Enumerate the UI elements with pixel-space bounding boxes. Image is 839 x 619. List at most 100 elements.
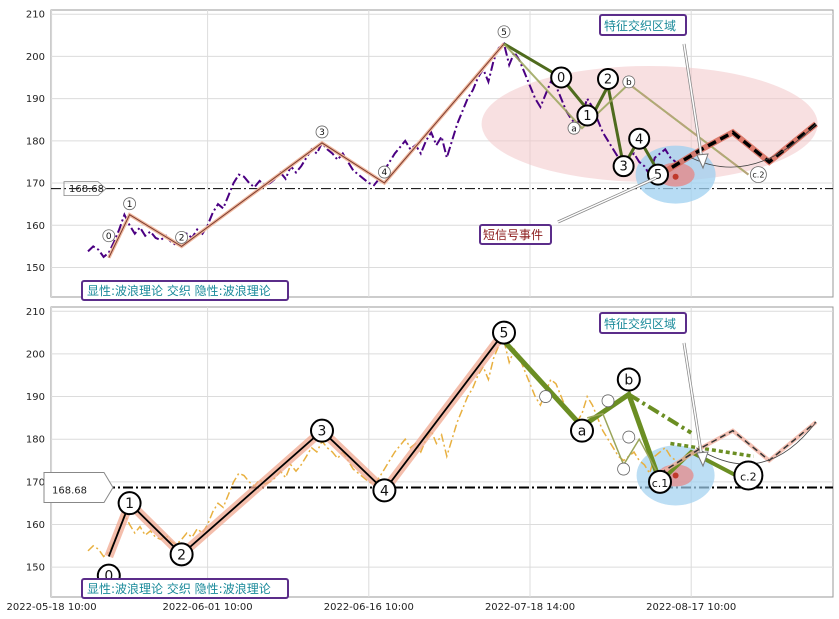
top-y-tick-label: 170	[26, 179, 45, 190]
top-wave-marker-circle	[597, 67, 619, 90]
bottom-plot-area	[50, 306, 834, 598]
top-wave-marker-label: 2	[179, 234, 185, 244]
bottom-sub-marker-circle	[617, 462, 630, 476]
top-fit-curve	[691, 123, 817, 168]
bottom-legend-text: 显性:波浪理论 交织 隐性:波浪理论	[87, 581, 271, 596]
bottom-y-tick-label: 200	[26, 349, 45, 360]
top-panel: 150160170180190200210012345012345abc.216…	[26, 9, 834, 298]
top-wave-marker-label: 4	[382, 168, 388, 178]
bottom-wave-marker-circle	[372, 478, 397, 503]
bottom-wave-marker-label: 3	[318, 424, 327, 440]
short-signal-text: 短信号事件	[483, 228, 543, 242]
top-legend-text: 显性:波浪理论 交织 隐性:波浪理论	[87, 283, 271, 298]
top-wave-marker-circle	[175, 230, 189, 244]
bottom-wave-marker-circle	[117, 491, 142, 516]
top-wave-marker-circle	[377, 165, 391, 179]
top-wave-marker-label: 3	[319, 128, 325, 138]
top-wave-marker-label: 0	[557, 71, 565, 86]
bottom-feature-arrow-head	[696, 451, 709, 468]
top-y-tick-label: 180	[26, 136, 45, 147]
bottom-wave-marker-label: 4	[380, 483, 389, 499]
x-tick-label: 2022-06-16 10:00	[324, 602, 414, 613]
top-projection-line	[659, 122, 818, 177]
top-wave-marker-circle	[567, 121, 581, 135]
bottom-wave-marker-circle	[492, 320, 516, 345]
top-wave-marker-label: 5	[501, 28, 507, 38]
bottom-sub-marker-circle	[622, 430, 636, 444]
bottom-feature-zone-text: 特征交织区域	[604, 316, 676, 331]
top-wave-dashdot	[628, 83, 750, 176]
top-wave-marker-circle	[550, 66, 573, 89]
bottom-y-tick-label: 210	[26, 307, 45, 318]
bottom-wave-marker-circle	[733, 460, 764, 491]
bottom-wave-marker-circle	[616, 367, 641, 392]
top-wave-marker-label: a	[571, 124, 577, 134]
x-tick-label: 2022-06-01 10:00	[163, 602, 253, 613]
bottom-wave-marker-label: 1	[125, 496, 134, 512]
top-wave-marker-circle	[628, 127, 651, 150]
top-wave-marker-circle	[102, 229, 116, 243]
bottom-y-tick-label: 170	[26, 477, 45, 488]
top-wave-marker-label: 2	[604, 73, 612, 88]
focus-center-dot	[672, 173, 679, 180]
bottom-fit-curve	[696, 421, 817, 465]
x-tick-label: 2022-08-17 10:00	[646, 602, 736, 613]
bottom-focus-center-dot	[672, 472, 679, 479]
top-wave-marker-circle	[497, 25, 511, 39]
bottom-wave-dotted	[670, 441, 754, 459]
top-wave-primary	[108, 43, 505, 258]
top-y-tick-label: 160	[26, 221, 45, 232]
bottom-y-tick-label: 150	[26, 563, 45, 574]
top-wave-marker-circle	[576, 104, 599, 127]
bottom-feature-arrow-inner	[683, 342, 703, 459]
top-feature-zone-text: 特征交织区域	[604, 18, 676, 33]
bottom-wave-marker-circle	[648, 469, 672, 494]
top-wave-marker-circle	[612, 155, 635, 178]
bottom-wave-marker-label: c.1	[652, 477, 669, 490]
bottom-wave-marker-label: c.2	[740, 470, 757, 483]
feature-zone-ellipse	[481, 65, 818, 182]
bottom-sub-marker-circle	[601, 394, 615, 408]
bottom-y-tick-label: 160	[26, 520, 45, 531]
bottom-reference-arrow	[43, 471, 114, 503]
top-wave-marker-label: c.2	[752, 170, 764, 179]
top-feature-arrow-head	[696, 153, 709, 170]
top-y-tick-label: 150	[26, 263, 45, 274]
top-feature-zone-box: 特征交织区域	[599, 14, 687, 36]
top-wave-marker-label: 4	[635, 132, 643, 147]
top-wave-marker-label: 5	[654, 168, 662, 183]
top-wave-marker-label: 3	[619, 160, 627, 175]
top-wave-marker-label: 1	[127, 200, 133, 210]
x-tick-label: 2022-07-18 14:00	[485, 602, 575, 613]
top-reference-label: 168.68	[69, 184, 104, 195]
x-axis: 2022-05-18 10:00 2022-06-01 10:00 2022-06-…	[7, 602, 737, 613]
bottom-sub-marker-circle	[539, 390, 552, 403]
top-wave-marker-label: 1	[583, 109, 591, 124]
bottom-wave-marker-label: b	[624, 373, 633, 389]
bottom-wave-abc	[502, 339, 663, 483]
top-feature-arrow-inner	[683, 43, 703, 161]
bottom-wave-marker-circle	[310, 418, 334, 443]
bottom-wave-marker-label: 2	[177, 547, 186, 563]
top-wave-marker-circle	[123, 197, 137, 211]
short-signal-arrow-inner	[557, 177, 657, 223]
bottom-wave-marker-label: a	[578, 424, 587, 440]
top-wave-marker-circle	[622, 75, 636, 89]
bottom-legend-box: 显性:波浪理论 交织 隐性:波浪理论	[81, 578, 289, 599]
bottom-y-tick-label: 190	[26, 392, 45, 403]
short-signal-box: 短信号事件	[479, 224, 552, 245]
top-wave-marker-label: b	[626, 78, 632, 88]
bottom-wave-marker-label: 0	[104, 569, 113, 585]
bottom-projection-line	[659, 421, 817, 474]
bottom-y-tick-label: 180	[26, 435, 45, 446]
top-wave-marker-label: 0	[106, 232, 112, 242]
top-legend-box: 显性:波浪理论 交织 隐性:波浪理论	[81, 280, 289, 301]
top-reference-arrow	[63, 181, 107, 197]
bottom-wave-marker-circle	[570, 418, 594, 443]
top-y-tick-label: 200	[26, 52, 45, 63]
top-wave-marker-circle	[315, 125, 329, 139]
bottom-reference-label: 168.68	[52, 485, 87, 496]
bottom-feature-zone-box: 特征交织区域	[599, 312, 687, 334]
top-y-tick-label: 210	[26, 10, 45, 21]
